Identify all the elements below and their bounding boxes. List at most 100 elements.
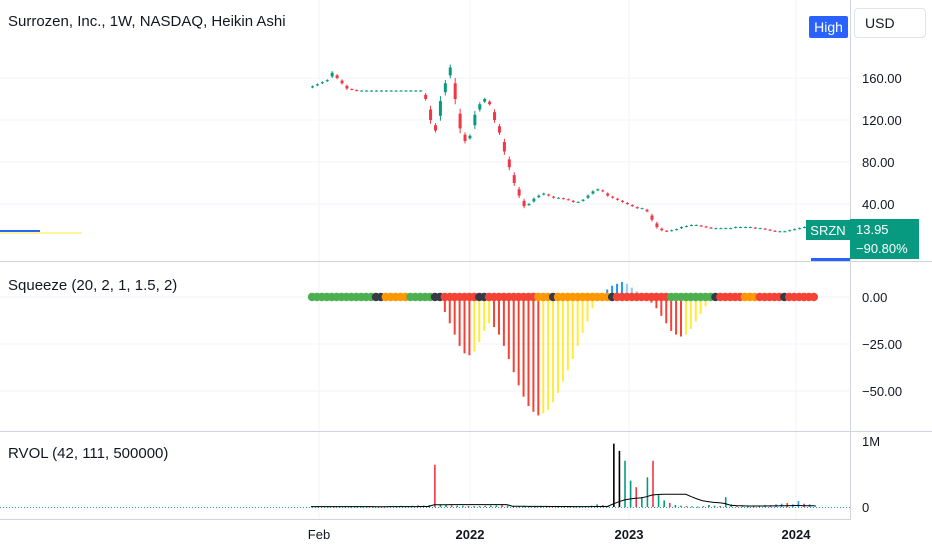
squeeze-bar — [561, 297, 564, 382]
candle-body — [576, 201, 580, 203]
rvol-bar — [534, 506, 537, 508]
candle-body — [355, 90, 359, 92]
candle-body — [365, 90, 369, 92]
rvol-bar — [540, 506, 542, 508]
candle-body — [345, 85, 349, 89]
candle-body — [768, 229, 772, 231]
candle-body — [311, 86, 314, 88]
candle-body — [522, 200, 526, 207]
candle-body — [650, 215, 654, 220]
rvol-bar — [747, 506, 749, 508]
candle-body — [729, 228, 733, 230]
candle-body — [473, 114, 477, 126]
candle-body — [350, 89, 354, 91]
rvol-bar — [456, 505, 459, 507]
rvol-bar — [786, 503, 789, 507]
squeeze-bar — [586, 297, 589, 322]
candle-body — [601, 190, 605, 192]
candle-body — [689, 225, 693, 226]
candle-body — [743, 227, 747, 229]
rvol-tick-label: 0 — [862, 500, 869, 515]
candle-body — [561, 198, 565, 200]
squeeze-bar — [655, 297, 658, 309]
rvol-bar — [473, 506, 475, 508]
rvol-bar — [752, 506, 755, 508]
candle-body — [330, 72, 334, 77]
candle-body — [793, 229, 797, 231]
candle-body — [788, 230, 792, 232]
time-tick-label: 2024 — [782, 527, 812, 542]
candle-body — [547, 194, 551, 196]
candle-body — [586, 195, 590, 198]
rvol-bars — [311, 443, 817, 508]
squeeze-bar — [483, 297, 486, 331]
candle-body — [429, 109, 433, 120]
candle-body — [655, 223, 659, 228]
candle-body — [370, 90, 374, 92]
rvol-bar — [797, 501, 800, 507]
rvol-bar — [501, 505, 503, 507]
candle-body — [665, 230, 669, 232]
candle-body — [709, 227, 713, 229]
rvol-bar — [741, 506, 744, 508]
squeeze-bar — [576, 297, 579, 346]
price-tick-label: 120.00 — [862, 113, 902, 128]
candle-body — [670, 230, 674, 232]
squeeze-bar — [478, 297, 481, 343]
rvol-bar — [736, 505, 738, 507]
candle-body — [640, 208, 644, 210]
candle-body — [448, 67, 452, 76]
rvol-bar — [663, 500, 665, 507]
candle-body — [611, 196, 615, 198]
candle-body — [379, 90, 383, 92]
squeeze-tick-label: −25.00 — [862, 337, 902, 352]
high-button[interactable]: High — [809, 16, 848, 38]
candle-body — [497, 126, 501, 133]
squeeze-bar — [488, 297, 491, 324]
rvol-bar — [691, 506, 693, 508]
price-change-badge: 13.95 −90.80% — [850, 219, 919, 259]
candle-body — [399, 90, 403, 92]
squeeze-bar — [571, 297, 574, 360]
candle-body — [315, 84, 319, 86]
squeeze-bar — [517, 297, 520, 386]
squeeze-bar — [694, 297, 697, 322]
candle-body — [404, 90, 408, 92]
candle-body — [537, 195, 541, 198]
candle-body — [739, 227, 743, 229]
candle-body — [488, 101, 492, 105]
rvol-bar — [506, 505, 509, 507]
squeeze-dot — [809, 292, 819, 302]
rvol-bar — [657, 495, 660, 507]
currency-selector[interactable]: USD — [854, 8, 926, 38]
candle-body — [384, 90, 388, 92]
candle-body — [758, 228, 762, 230]
candle-body — [517, 189, 521, 196]
candle-body — [389, 90, 393, 92]
rvol-bar — [624, 460, 626, 507]
candle-body — [340, 80, 344, 84]
candle-body — [625, 202, 629, 204]
rvol-bar — [646, 477, 649, 507]
candle-body — [778, 231, 782, 233]
candle-body — [434, 125, 437, 131]
squeeze-tick-label: −50.00 — [862, 384, 902, 399]
candle-body — [748, 227, 752, 229]
squeeze-bar — [611, 285, 614, 297]
last-price: 13.95 — [856, 222, 889, 237]
squeeze-bar — [684, 297, 687, 335]
grid-lines — [0, 0, 850, 519]
rvol-bar — [652, 460, 654, 507]
candle-body — [763, 228, 767, 230]
rvol-bar — [450, 505, 453, 507]
rvol-bar — [685, 506, 688, 508]
rvol-bar — [523, 506, 526, 508]
squeeze-bar — [699, 297, 702, 314]
candle-body — [620, 200, 624, 202]
squeeze-bar — [507, 297, 510, 360]
squeeze-bar — [522, 297, 525, 397]
rvol-bar — [495, 505, 498, 507]
rvol-bar — [489, 505, 492, 507]
squeeze-bar — [458, 297, 461, 346]
candle-body — [409, 90, 413, 92]
